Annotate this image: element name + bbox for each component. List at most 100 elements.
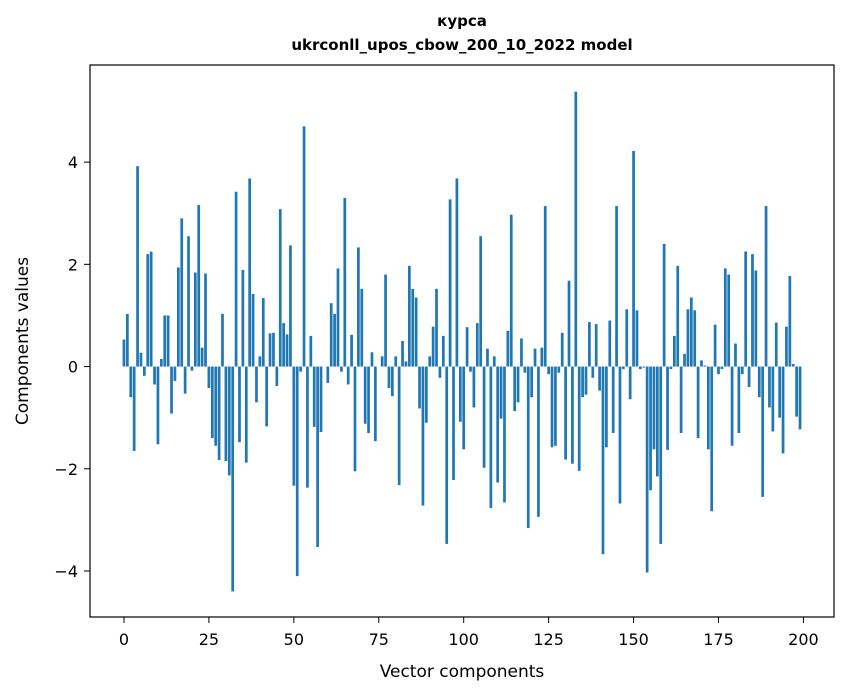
bar-128 [557,366,561,373]
bar-123 [540,347,544,367]
bar-43 [268,333,272,367]
bar-96 [448,199,452,367]
bar-15 [173,366,177,381]
bar-199 [798,366,802,430]
x-axis-label: Vector components [380,662,545,682]
x-tick-label-2: 50 [284,630,304,649]
bar-195 [785,326,788,367]
bar-133 [574,91,578,367]
bar-52 [299,366,302,372]
chart-title-line-2: ukrconll_upos_cbow_200_10_2022 model [291,36,632,54]
bar-89 [424,366,428,423]
plot-frame [89,64,835,618]
bar-47 [282,323,286,367]
bar-3 [132,366,136,451]
bar-117 [520,338,523,367]
bar-41 [261,298,265,367]
bar-86 [414,297,418,367]
x-axis-ticks: 0 25 50 75 100 125 150 175 200 [119,617,819,649]
bar-198 [795,366,798,417]
bar-107 [486,348,489,367]
bar-38 [251,293,255,367]
bar-140 [598,366,601,391]
bar-113 [506,330,510,367]
bar-36 [244,366,248,463]
bar-155 [649,366,652,491]
bar-69 [357,247,360,367]
bar-146 [618,366,622,504]
bar-136 [584,366,588,395]
bar-30 [224,366,228,462]
bar-77 [384,274,387,367]
bar-165 [683,353,686,367]
bar-108 [489,366,493,509]
bar-192 [774,322,778,367]
bar-158 [659,366,663,544]
bar-80 [394,356,398,367]
bar-24 [204,273,207,367]
bar-57 [316,366,319,547]
bar-102 [469,366,472,372]
bar-85 [411,288,415,367]
bar-168 [693,310,697,367]
bar-58 [319,366,323,432]
bar-194 [781,366,785,454]
bar-114 [509,214,513,367]
bar-115 [513,366,517,412]
bar-37 [248,178,252,367]
bar-177 [723,268,727,367]
bar-60 [326,366,330,383]
y-axis-label: Components values [13,257,33,425]
bar-18 [183,366,187,394]
bar-172 [706,366,710,450]
bar-45 [275,366,279,386]
bar-151 [635,310,639,367]
bar-186 [754,270,758,367]
bar-42 [265,366,269,427]
bar-118 [523,366,527,373]
bar-190 [768,366,771,408]
bar-92 [435,288,438,367]
bar-56 [312,366,316,427]
bar-93 [438,366,442,378]
x-tick-label-0: 0 [119,630,129,649]
bar-48 [285,334,289,367]
bar-193 [778,366,782,418]
bar-139 [594,324,598,367]
bar-91 [431,326,435,367]
x-tick-label-6: 150 [618,630,649,649]
bar-13 [166,315,170,367]
bar-16 [176,267,180,367]
bar-35 [241,269,245,367]
bar-11 [159,358,163,367]
bar-49 [289,245,292,367]
bar-73 [370,352,374,367]
bar-95 [445,366,449,544]
bar-21 [193,272,197,367]
bar-28 [217,366,221,461]
bar-137 [588,322,591,367]
bar-183 [744,251,748,367]
bar-150 [632,150,635,367]
bar-156 [652,366,656,450]
bar-33 [234,191,238,367]
bar-138 [591,366,595,378]
bar-0 [122,339,126,367]
bar-62 [333,313,336,367]
bar-1 [126,313,129,367]
bar-82 [401,341,404,367]
bar-100 [462,366,466,450]
bar-121 [533,348,537,367]
chart-title-line-1: курса [437,12,487,30]
bar-163 [676,265,680,367]
bar-40 [258,356,262,367]
bar-39 [255,366,258,403]
bar-53 [302,126,306,367]
bar-187 [757,366,761,398]
bar-70 [360,288,364,367]
bar-110 [496,366,500,483]
bars-group [122,91,802,592]
bar-51 [295,366,299,577]
bar-101 [465,327,469,367]
bar-63 [336,268,340,367]
